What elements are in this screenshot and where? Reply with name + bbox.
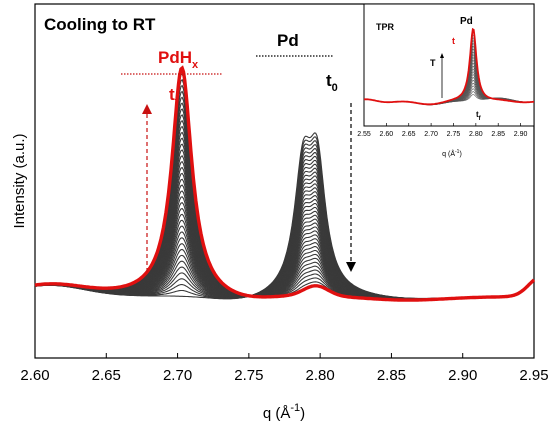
inset-x-axis-superscript: -1 xyxy=(455,149,460,155)
x-tick-label: 2.70 xyxy=(163,367,192,384)
pdh-label: PdHx xyxy=(158,48,199,71)
x-tick-label: 2.95 xyxy=(519,367,548,384)
cooling-arrow-up-head xyxy=(142,104,152,114)
plot-frame xyxy=(34,3,535,359)
x-axis-label: q (Å-1) xyxy=(263,402,305,422)
x-tick-label: 2.90 xyxy=(448,367,477,384)
inset-highlight-curve xyxy=(364,27,534,106)
inset-x-tick-label: 2.80 xyxy=(469,131,483,138)
tf-label: tf xyxy=(169,85,179,108)
inset-temperature-label: T xyxy=(430,58,436,68)
inset-title: TPR xyxy=(376,22,395,32)
inset-x-tick-label: 2.65 xyxy=(402,131,416,138)
x-tick-label: 2.80 xyxy=(306,367,335,384)
x-axis-label-superscript: -1 xyxy=(290,402,300,414)
inset-x-axis-label: q (Å-1) xyxy=(442,149,462,158)
t0-label: t0 xyxy=(326,71,338,94)
x-tick-label: 2.60 xyxy=(20,367,49,384)
x-tick-label: 2.85 xyxy=(377,367,406,384)
y-axis-label: Intensity (a.u.) xyxy=(11,133,28,228)
inset-t-label: t xyxy=(452,36,455,46)
inset-tf-subscript: f xyxy=(479,116,482,122)
inset-peak-label: Pd xyxy=(460,16,473,27)
inset-tf-label: tf xyxy=(476,110,482,122)
pdh-label-subscript: x xyxy=(192,59,199,71)
inset-x-tick-label: 2.55 xyxy=(357,131,371,138)
t0-label-subscript: 0 xyxy=(332,82,338,94)
inset-curves xyxy=(363,27,535,106)
diffraction-curves xyxy=(34,65,536,302)
final-curve-tf xyxy=(34,65,536,302)
inset-x-tick-label: 2.90 xyxy=(514,131,528,138)
tf-label-subscript: f xyxy=(175,96,179,108)
pd-label: Pd xyxy=(277,31,299,50)
x-tick-label: 2.65 xyxy=(92,367,121,384)
cooling-arrow-down-head xyxy=(346,262,356,272)
x-axis-ticks: 2.60 2.65 2.70 2.75 2.80 2.85 2.90 2.95 xyxy=(20,353,549,384)
inset-x-tick-label: 2.60 xyxy=(380,131,394,138)
inset-frame xyxy=(363,3,535,127)
chart-title: Cooling to RT xyxy=(44,15,156,34)
inset-x-tick-label: 2.75 xyxy=(447,131,461,138)
inset-x-ticks: 2.55 2.60 2.65 2.70 2.75 2.80 2.85 2.90 xyxy=(357,123,527,138)
inset-x-tick-label: 2.70 xyxy=(424,131,438,138)
inset-x-tick-label: 2.85 xyxy=(491,131,505,138)
x-tick-label: 2.75 xyxy=(234,367,263,384)
inset-panel: 2.55 2.60 2.65 2.70 2.75 2.80 2.85 2.90 TPR Pd … xyxy=(357,3,535,158)
spectrum-curve xyxy=(34,166,535,300)
inset-temperature-arrow-head xyxy=(440,53,444,58)
